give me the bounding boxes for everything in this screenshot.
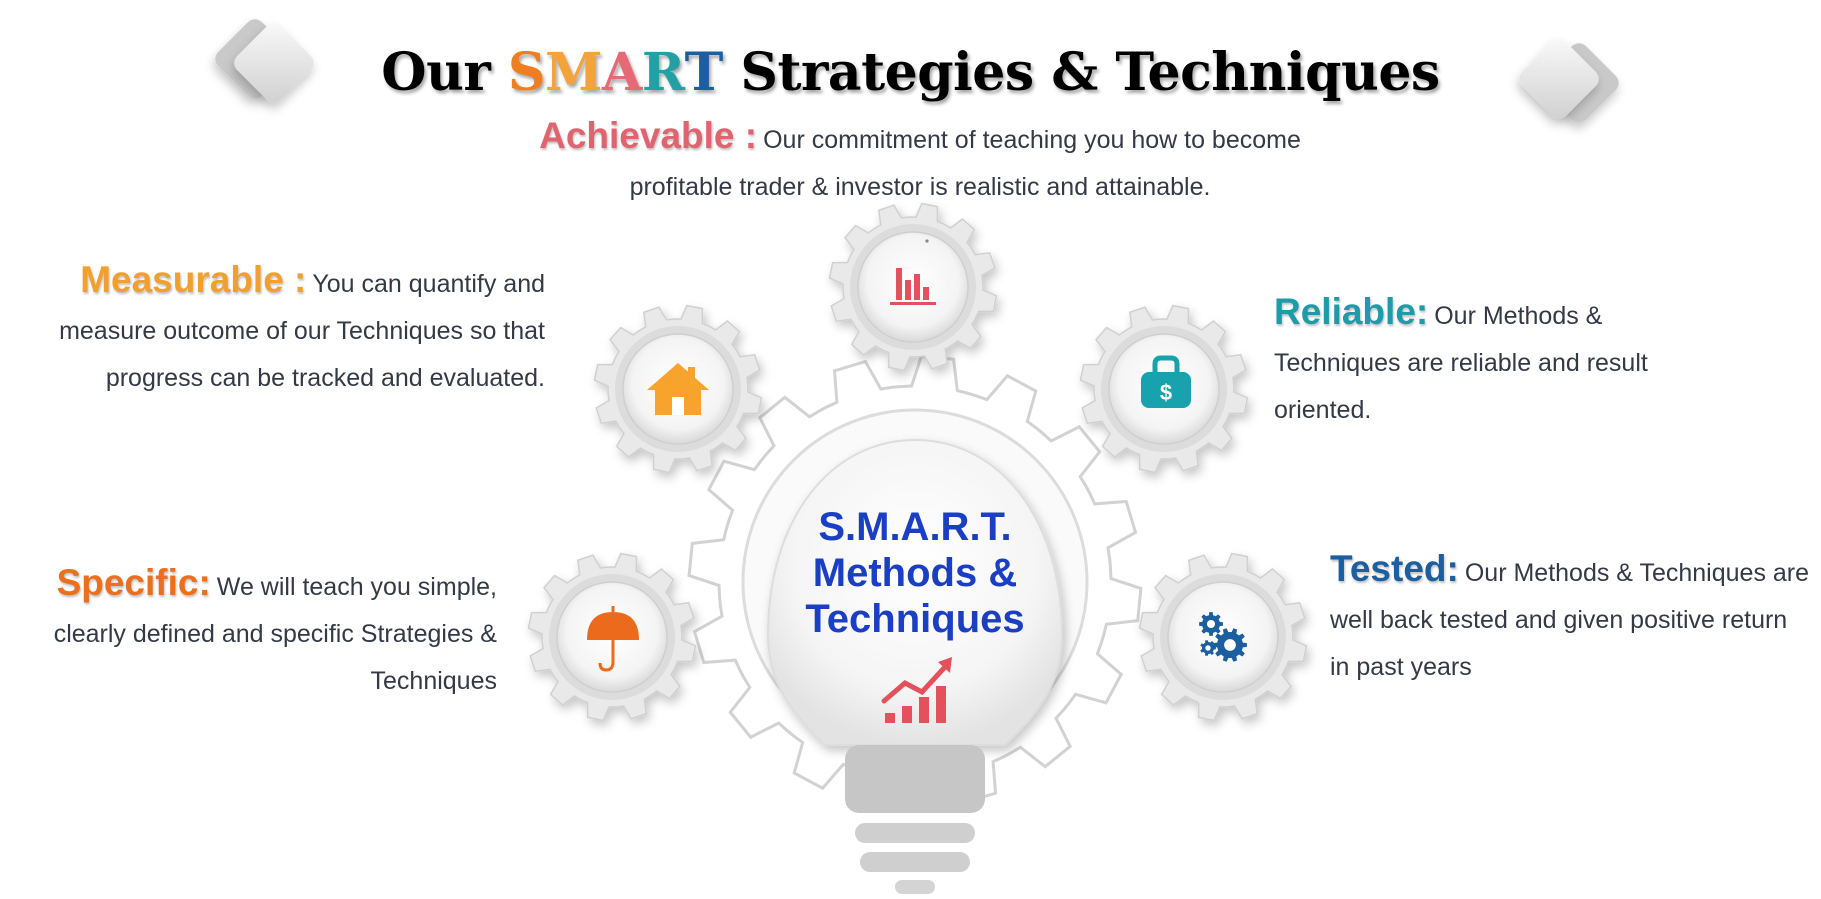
smart-letter-a: A (602, 42, 642, 103)
achievable-heading: Achievable : (539, 115, 758, 156)
svg-text:$: $ (1160, 380, 1172, 405)
specific-block: Specific: We will teach you simple, clear… (10, 559, 497, 705)
reliable-block: Reliable: Our Methods & Techniques are re… (1274, 288, 1714, 434)
gear-achievable (828, 202, 998, 372)
money-bag-icon: $ (1141, 355, 1191, 408)
reliable-heading: Reliable: (1274, 291, 1429, 332)
center-line-1: S.M.A.R.T. (818, 505, 1012, 549)
specific-heading: Specific: (56, 562, 211, 603)
growth-chart-icon (881, 657, 952, 723)
house-icon (647, 363, 709, 415)
tested-block: Tested: Our Methods & Techniques are well… (1330, 545, 1810, 691)
tested-heading: Tested: (1330, 548, 1459, 589)
center-line-2: Methods & (812, 551, 1018, 595)
smart-letter-s: S (507, 42, 546, 103)
tested-text: Our Methods & Techniques are well back t… (1330, 559, 1810, 681)
gears-icon-hole-1 (1206, 619, 1216, 629)
title-suffix: Strategies & Techniques (740, 42, 1440, 103)
bar-chart-icon (890, 239, 936, 305)
gear-disc (857, 231, 969, 343)
corner-diamond-left (215, 19, 314, 103)
smart-letter-t: T (684, 42, 724, 103)
measurable-text: You can quantify and measure outcome of … (59, 270, 545, 392)
measurable-heading: Measurable : (80, 259, 307, 300)
specific-text: We will teach you simple, clearly define… (53, 573, 497, 695)
achievable-block: Achievable : Our commitment of teaching y… (500, 112, 1340, 211)
achievable-text: Our commitment of teaching you how to be… (629, 126, 1301, 201)
gears-icon-hole-2 (1224, 639, 1236, 651)
center-line-3: Techniques (805, 597, 1025, 641)
smart-letter-r: R (641, 42, 685, 103)
smart-letter-m: M (544, 42, 603, 103)
bulb-center-text: S.M.A.R.T. Methods & Techniques (760, 504, 1070, 642)
title-prefix: Our (381, 42, 491, 103)
light-bulb (741, 408, 1089, 894)
measurable-block: Measurable : You can quantify and measure… (10, 256, 545, 402)
umbrella-icon (587, 606, 639, 672)
page-title: Our SMART Strategies & Techniques (0, 38, 1821, 108)
title-smart: SMART (508, 42, 723, 103)
gears-icon-hole-3 (1205, 645, 1211, 651)
gears-icon (1199, 612, 1247, 662)
corner-diamond-right (1519, 39, 1619, 123)
reliable-text: Our Methods & Techniques are reliable an… (1274, 302, 1648, 424)
